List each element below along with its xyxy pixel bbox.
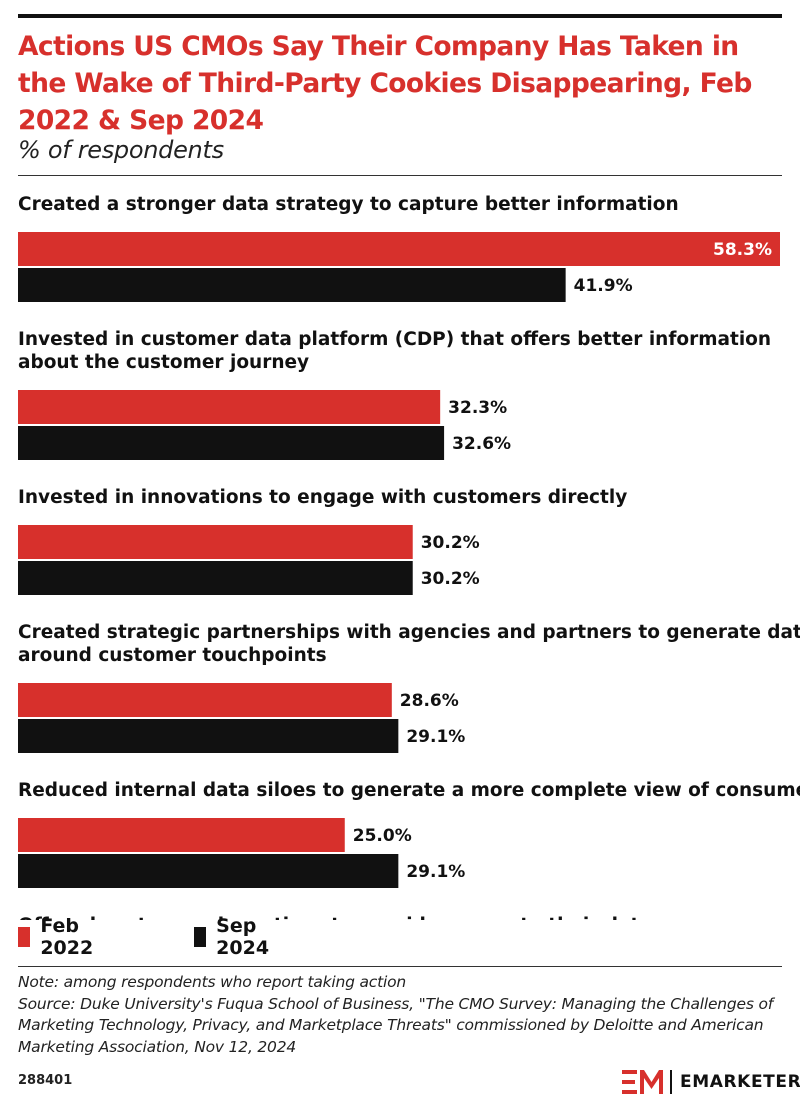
legend-item-feb-2022: Feb 2022 <box>18 915 101 959</box>
bar-sep-2024 <box>18 561 413 595</box>
bar-sep-2024 <box>18 268 566 302</box>
bar-feb-2022 <box>18 525 413 559</box>
top-rule <box>18 14 782 18</box>
brand-divider <box>670 1070 672 1094</box>
category-label: Offered customers incentives to provide … <box>18 915 652 920</box>
legend-item-sep-2024: Sep 2024 <box>194 915 277 959</box>
footer-rule <box>18 966 782 967</box>
category-label: Invested in innovations to engage with c… <box>18 487 627 508</box>
bar-feb-2022 <box>18 390 441 424</box>
subtitle-rule <box>18 175 782 176</box>
category-label: about the customer journey <box>18 352 309 373</box>
em-logo-icon <box>622 1070 663 1094</box>
value-label: 29.1% <box>406 727 465 747</box>
legend-swatch-feb-2022 <box>18 927 31 947</box>
footnote: Note: among respondents who report takin… <box>18 972 788 1058</box>
value-label: 58.3% <box>713 240 772 260</box>
chart-id: 288401 <box>18 1073 73 1088</box>
value-label: 32.6% <box>452 434 511 454</box>
source-text: Source: Duke University's Fuqua School o… <box>18 994 774 1056</box>
bar-chart: Created a stronger data strategy to capt… <box>18 194 800 920</box>
chart-title: Actions US CMOs Say Their Company Has Ta… <box>18 31 752 136</box>
bar-feb-2022 <box>18 818 345 852</box>
legend-label-feb-2022: Feb 2022 <box>40 915 94 959</box>
bar-sep-2024 <box>18 426 445 460</box>
category-label: Reduced internal data siloes to generate… <box>18 780 800 801</box>
note-text: Note: among respondents who report takin… <box>18 973 406 991</box>
value-label: 41.9% <box>574 276 633 296</box>
value-label: 25.0% <box>353 826 412 846</box>
category-label: Created strategic partnerships with agen… <box>18 622 800 643</box>
value-label: 30.2% <box>421 533 480 553</box>
bar-feb-2022 <box>18 232 780 266</box>
legend-label-sep-2024: Sep 2024 <box>216 915 270 959</box>
chart-subtitle: % of respondents <box>18 136 224 164</box>
category-label: Invested in customer data platform (CDP)… <box>18 329 771 350</box>
bar-sep-2024 <box>18 854 399 888</box>
bar-sep-2024 <box>18 719 399 753</box>
value-label: 28.6% <box>400 691 459 711</box>
legend-swatch-sep-2024 <box>194 927 207 947</box>
brand-logo: EMARKETER <box>622 1068 800 1096</box>
value-label: 30.2% <box>421 569 480 589</box>
brand-name: EMARKETER <box>680 1072 800 1092</box>
bar-feb-2022 <box>18 683 392 717</box>
category-label: around customer touchpoints <box>18 645 327 666</box>
value-label: 32.3% <box>448 398 507 418</box>
category-label: Created a stronger data strategy to capt… <box>18 194 679 215</box>
value-label: 29.1% <box>406 862 465 882</box>
